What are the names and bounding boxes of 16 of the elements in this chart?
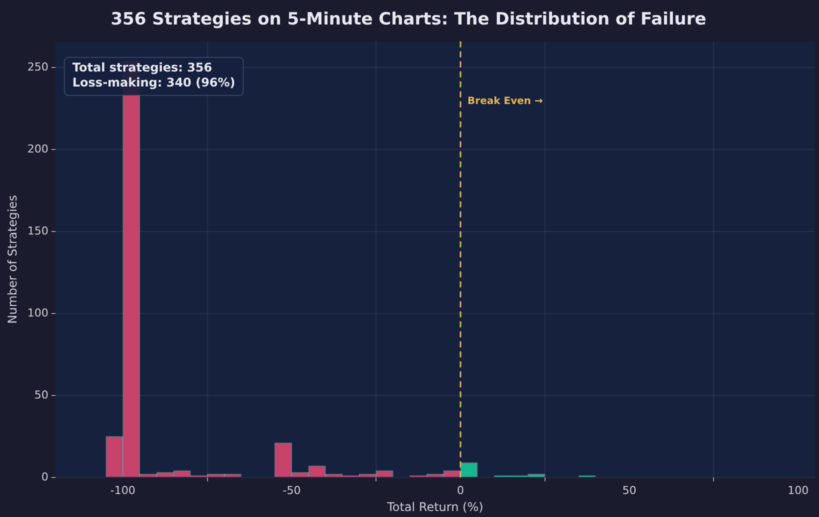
y-tick-label: 100 [27, 306, 48, 320]
x-tick-label: 100 [788, 484, 809, 497]
y-axis-title: Number of Strategies [5, 195, 20, 324]
x-tick-label: -50 [282, 484, 301, 497]
x-tick-label: 0 [457, 484, 464, 497]
y-tick-label: 250 [27, 60, 48, 74]
x-axis-title: Total Return (%) [386, 500, 484, 514]
ref-line-label: Break Even → [468, 96, 543, 107]
annotation: Total strategies: 356 Loss-making: 340 (96%) [72, 60, 236, 90]
x-tick-label: 50 [622, 484, 636, 497]
chart-title: 356 Strategies on 5-Minute Charts: The Distribution of Failure [110, 10, 706, 30]
y-tick-label: 0 [41, 470, 48, 484]
y-tick-label: 150 [27, 224, 48, 238]
y-tick-label: 50 [34, 388, 48, 402]
y-tick-label: 200 [27, 142, 48, 156]
x-tick-label: -100 [110, 484, 136, 497]
